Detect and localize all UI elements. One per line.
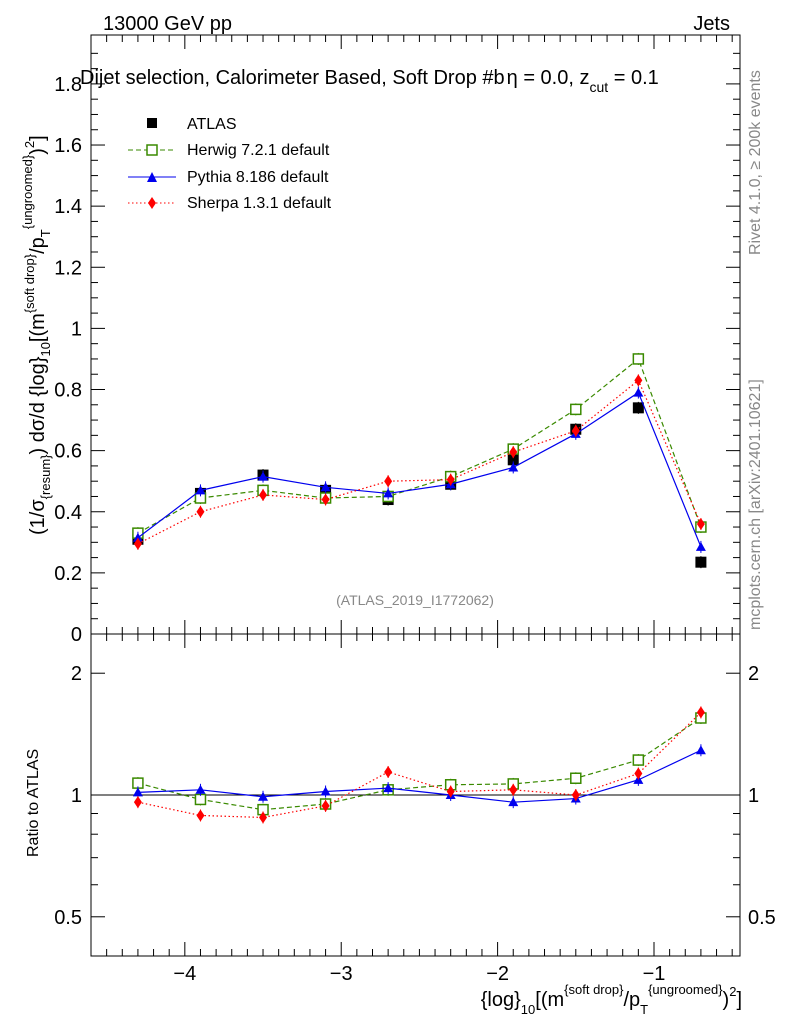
main-pythia-point <box>383 488 394 498</box>
main-pythia-point <box>508 462 519 472</box>
series-layer <box>132 352 707 824</box>
ratio-y-tick-label-right: 1 <box>748 785 759 807</box>
ratio-pythia-point <box>195 784 206 794</box>
main-herwig-point <box>570 403 582 416</box>
ratio-herwig-line <box>137 717 702 811</box>
main-y-tick-label: 0.8 <box>54 380 82 402</box>
ratio-pythia-line <box>137 749 702 803</box>
main-y-tick-label: 1.2 <box>54 257 82 279</box>
main-y-tick-label: 0 <box>71 624 82 646</box>
ratio-sherpa-point <box>321 799 330 812</box>
legend-entry-atlas: ATLAS <box>147 116 237 133</box>
main-pythia-point <box>195 485 206 495</box>
main-y-tick-label: 0.2 <box>54 563 82 585</box>
ratio-pythia-point <box>383 783 394 793</box>
main-y-tick-label: 1 <box>71 318 82 340</box>
analysis-watermark: (ATLAS_2019_I1772062) <box>336 592 494 608</box>
main-sherpa-point <box>133 537 142 550</box>
main-sherpa-point <box>196 505 205 518</box>
x-tick-label: −3 <box>330 963 353 985</box>
ratio-pythia-point <box>508 797 519 807</box>
main-y-tick-label: 0.6 <box>54 441 82 463</box>
ratio-y-tick-label: 2 <box>71 663 82 685</box>
main-pythia-point <box>695 541 706 551</box>
legend-pythia-label: Pythia 8.186 default <box>187 169 329 186</box>
main-pythia-point <box>320 482 331 492</box>
plot-title: Dijet selection, Calorimeter Based, Soft… <box>80 67 659 95</box>
x-tick-label: −2 <box>486 963 509 985</box>
ratio-y-axis-label: Ratio to ATLAS <box>25 749 42 857</box>
legend-sherpa-label: Sherpa 1.3.1 default <box>187 195 332 212</box>
legend-entry-sherpa: Sherpa 1.3.1 default <box>128 195 332 212</box>
ratio-pythia-point <box>258 791 269 801</box>
main-atlas-point <box>695 556 707 568</box>
main-y-tick-label: 1.4 <box>54 196 82 218</box>
ratio-sherpa-point <box>446 785 455 798</box>
ratio-y-tick-label-right: 0.5 <box>748 907 776 929</box>
legend-pythia-marker <box>147 172 157 182</box>
ratio-sherpa-point <box>509 783 518 796</box>
ratio-sherpa-point <box>384 765 393 778</box>
main-y-tick-label: 1.8 <box>54 74 82 96</box>
legend-entry-herwig: Herwig 7.2.1 default <box>128 142 330 159</box>
energy-label: 13000 GeV pp <box>103 13 232 35</box>
process-label: Jets <box>693 13 730 35</box>
legend-atlas-marker <box>147 118 157 128</box>
ratio-pythia-point <box>132 787 143 797</box>
ratio-sherpa-point <box>634 767 643 780</box>
ratio-pythia-point <box>695 745 706 755</box>
main-pythia-point <box>258 471 269 481</box>
main-sherpa-point <box>446 473 455 486</box>
main-atlas-point <box>632 402 644 414</box>
main-sherpa-point <box>384 475 393 488</box>
ratio-pythia-point <box>320 786 331 796</box>
main-sherpa-point <box>571 424 580 437</box>
legend-atlas-label: ATLAS <box>187 116 237 133</box>
main-herwig-point <box>632 353 645 365</box>
main-atlas-point <box>507 454 519 466</box>
main-pythia-point <box>132 532 143 542</box>
legend: ATLAS Herwig 7.2.1 default Pythia 8.186 … <box>128 116 332 212</box>
main-y-tick-label: 0.4 <box>54 502 82 524</box>
ratio-y-tick-label: 0.5 <box>54 907 82 929</box>
ratio-sherpa-point <box>133 796 142 809</box>
legend-sherpa-marker <box>148 197 156 209</box>
main-pythia-line <box>137 391 702 548</box>
rivet-label: Rivet 4.1.0, ≥ 200k events <box>747 70 764 255</box>
ratio-sherpa-point <box>259 811 268 824</box>
x-tick-label: −1 <box>643 963 666 985</box>
x-axis-label: {log}10[(m{soft drop}/pT{ungroomed})2] <box>481 982 742 1017</box>
main-y-axis-label: (1/σ{resum}) dσ/d {log}10[(m{soft drop}/… <box>20 135 53 535</box>
main-y-tick-label: 1.6 <box>54 135 82 157</box>
main-pythia-point <box>633 387 644 397</box>
main-sherpa-point <box>696 517 705 530</box>
ratio-herwig-point <box>570 772 582 785</box>
ratio-sherpa-point <box>696 706 705 719</box>
ratio-sherpa-point <box>571 789 580 801</box>
main-sherpa-point <box>321 493 330 506</box>
ratio-y-tick-label-right: 2 <box>748 663 759 685</box>
ratio-y-tick-label: 1 <box>71 785 82 807</box>
ratio-sherpa-line <box>137 711 702 819</box>
ratio-herwig-point <box>194 793 207 806</box>
main-sherpa-line <box>137 379 702 545</box>
legend-entry-pythia: Pythia 8.186 default <box>128 169 329 186</box>
mcplots-label: mcplots.cern.ch [arXiv:2401.10621] <box>747 379 764 630</box>
legend-herwig-marker <box>146 144 158 156</box>
main-sherpa-point <box>509 446 518 459</box>
ratio-sherpa-point <box>196 809 205 822</box>
main-herwig-line <box>137 357 702 534</box>
ratio-herwig-point <box>632 754 645 766</box>
legend-herwig-label: Herwig 7.2.1 default <box>187 142 330 159</box>
x-tick-label: −4 <box>173 963 196 985</box>
axes-layer: −4 −3 −2 −1 0 0.2 0.4 0.6 0.8 1 1.2 1.4 1.6 1.8 0.5 0.5… <box>54 35 776 985</box>
main-sherpa-point <box>259 488 268 501</box>
main-sherpa-point <box>634 374 643 387</box>
